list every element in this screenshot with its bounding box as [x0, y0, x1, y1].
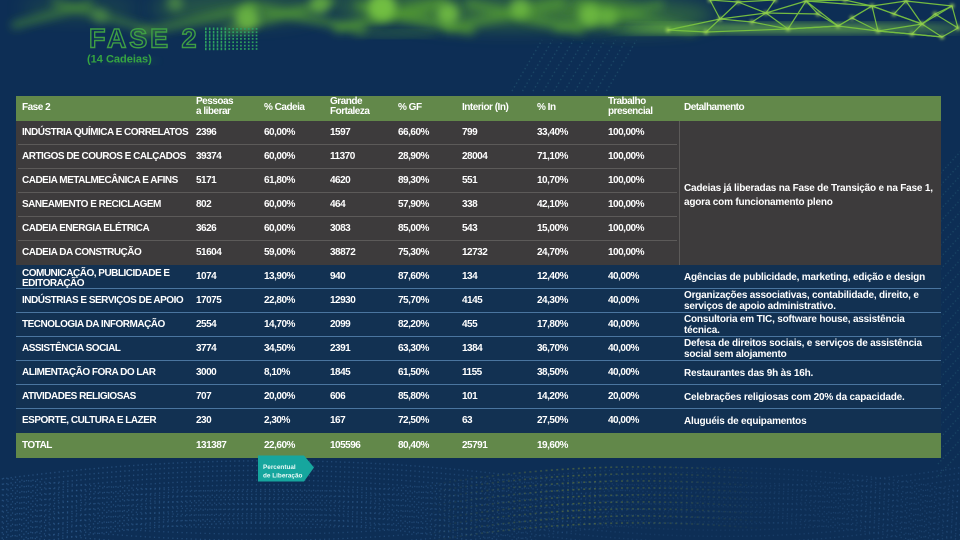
svg-text:de Liberação: de Liberação	[263, 472, 303, 479]
svg-text:Percentual: Percentual	[263, 464, 296, 471]
svg-text:(14 Cadeias): (14 Cadeias)	[87, 54, 152, 66]
svg-text:FASE 2: FASE 2	[89, 24, 198, 54]
